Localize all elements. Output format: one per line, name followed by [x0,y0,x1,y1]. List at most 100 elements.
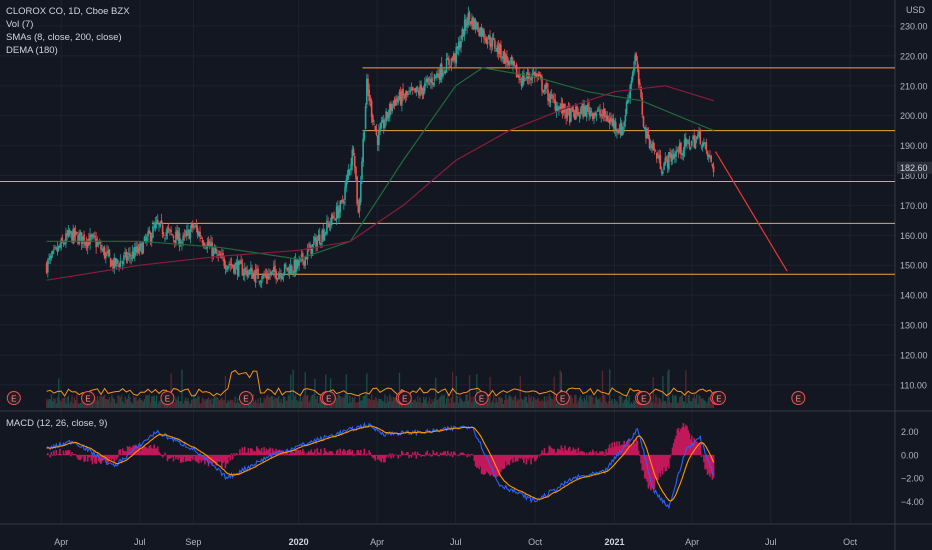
candle-body [54,247,56,249]
candle-body [399,91,402,105]
candle-body [593,113,595,120]
earnings-badge [555,391,570,405]
candle-body [585,105,588,118]
macd-histogram-bar [422,454,425,457]
volume-bar [519,376,521,408]
volume-bar [567,399,570,408]
volume-bar [578,397,581,408]
volume-bar [204,400,206,408]
candle-body [705,142,708,151]
macd-histogram-bar [524,454,526,458]
macd-histogram-bar [589,451,592,456]
candle-body [56,248,59,252]
candle-body [294,257,297,272]
candle-body [649,146,652,149]
earnings-badge [397,391,412,405]
candle-body [428,80,431,82]
candle-body [105,252,107,259]
macd-histogram-bar [158,451,160,456]
volume-bar [537,398,540,408]
volume-bar [192,399,194,408]
volume-bar [427,401,430,408]
dema-legend[interactable]: DEMA (180) [6,45,58,56]
volume-bar [180,400,182,408]
candle-body [410,88,413,90]
macd-histogram-bar [494,454,496,477]
macd-histogram-bar [567,447,570,456]
candle-body [636,61,639,68]
symbol-legend[interactable]: CLOROX CO, 1D, Cboe BZX [6,6,130,17]
candle-body [567,107,570,110]
volume-bar [281,403,283,408]
candle-body [187,229,189,231]
volume-bar [56,397,59,408]
volume-bar [514,395,517,408]
volume-bar [506,399,508,408]
candle-body [519,78,522,81]
macd-histogram-bar [368,450,371,456]
volume-bar [118,396,120,408]
volume-bar [708,397,710,408]
macd-histogram-bar [425,452,427,456]
candle-body [206,242,209,248]
volume-bar [606,403,608,408]
volume-bar [333,397,335,408]
candle-body [171,234,174,236]
volume-bar [473,400,476,408]
candle-body [359,181,362,203]
volume-bar [222,400,224,408]
macd-histogram-bar [396,454,398,456]
volume-bar [503,400,506,408]
candle-body [233,265,235,273]
candle-body [430,79,432,83]
candle-body [655,152,658,159]
volume-bar [178,401,181,408]
candle-body [210,241,212,247]
candle-body [218,254,221,255]
candle-body [633,66,635,74]
macd-histogram-bar [277,450,280,456]
candle-body [320,242,322,246]
macd-histogram-bar [691,435,693,456]
macd-histogram-bar [337,449,339,456]
candle-body [697,134,699,137]
volume-bar [587,402,589,408]
candle-body [211,242,213,257]
macd-histogram-bar [618,441,621,456]
candle-body [521,74,524,87]
macd-histogram-bar [483,454,485,475]
macd-histogram-bar [124,451,126,456]
candle-body [404,92,407,98]
candle-body [514,65,517,67]
volume-bar [309,400,311,408]
candle-body [115,259,118,264]
sma-legend[interactable]: SMAs (8, close, 200, close) [6,32,122,43]
macd-histogram-bar [147,448,149,456]
volume-bar [147,395,149,408]
earnings-badge [474,391,489,405]
macd-histogram-bar [108,454,111,460]
macd-histogram-bar [314,449,316,456]
volume-legend[interactable]: Vol (7) [6,19,34,30]
candle-body [396,97,398,101]
macd-legend[interactable]: MACD (12, 26, close, 9) [6,418,108,429]
candle-body [217,254,219,256]
macd-histogram-bar [237,454,240,456]
macd-histogram-bar [532,454,535,458]
candle-body [643,126,646,129]
candle-body [607,120,610,123]
candle-body [340,200,343,202]
macd-histogram-bar [359,450,362,456]
candle-body [686,140,688,145]
macd-histogram-bar [57,454,60,456]
macd-histogram-bar [378,454,380,459]
macd-histogram-bar [338,454,340,456]
macd-histogram-bar [82,454,84,457]
volume-bar [393,397,396,408]
price-axis-tick: 170.00 [900,201,928,211]
candle-body [198,232,200,237]
volume-bar [613,398,616,408]
volume-bar [663,401,665,408]
volume-bar [211,403,213,408]
